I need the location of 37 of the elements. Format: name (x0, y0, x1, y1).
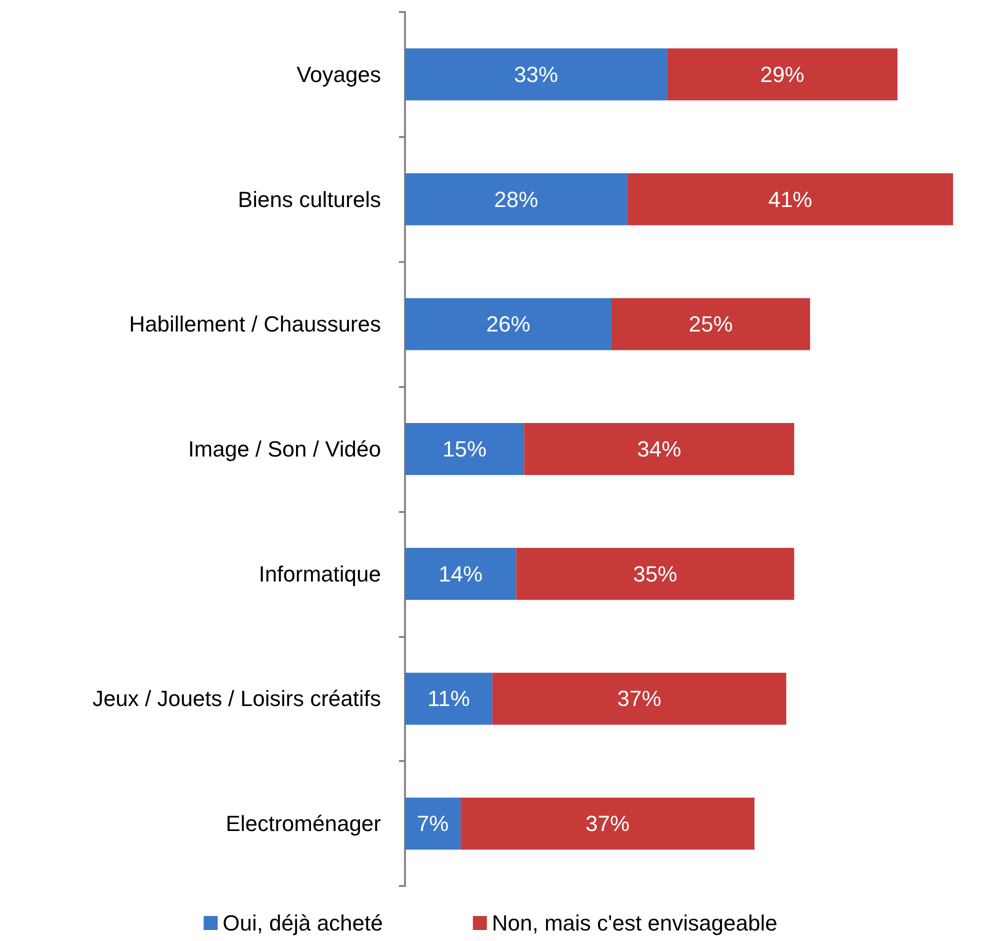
bar (516, 548, 794, 600)
y-tick-label: Habillement / Chaussures (129, 312, 381, 337)
data-label: 11% (427, 686, 470, 712)
data-label: 29% (760, 62, 804, 87)
data-label: 26% (486, 312, 530, 337)
data-label: 37% (586, 811, 630, 836)
y-tick-label: Informatique (258, 561, 381, 586)
bar (667, 48, 898, 100)
bar (405, 48, 668, 100)
legend-label: Non, mais c'est envisageable (492, 910, 778, 936)
data-label: 35% (633, 561, 678, 586)
bar (460, 798, 754, 850)
data-label: 15% (442, 436, 487, 462)
y-tick-label: Jeux / Jouets / Loisirs créatifs (92, 686, 381, 712)
y-tick-label: Electroménager (226, 811, 381, 836)
bar (612, 298, 810, 350)
y-tick-label: Image / Son / Vidéo (188, 436, 381, 462)
data-label: 37% (617, 686, 662, 712)
data-label: 41% (768, 186, 812, 212)
data-label: 28% (494, 186, 538, 212)
y-tick-label: Voyages (296, 62, 381, 87)
data-label: 34% (637, 436, 682, 462)
bar (627, 173, 954, 226)
data-label: 25% (688, 312, 733, 337)
data-label: 14% (438, 561, 483, 586)
bar (492, 672, 786, 725)
bar (405, 672, 492, 725)
legend-label: Oui, déjà acheté (222, 910, 383, 936)
bar (405, 423, 524, 475)
bar (405, 548, 516, 600)
data-label: 7% (416, 811, 449, 836)
y-tick-label: Biens culturels (238, 186, 381, 212)
bar (405, 298, 612, 350)
bar (524, 423, 794, 475)
data-label: 33% (514, 62, 558, 87)
bar (405, 798, 461, 850)
bar (405, 173, 628, 226)
